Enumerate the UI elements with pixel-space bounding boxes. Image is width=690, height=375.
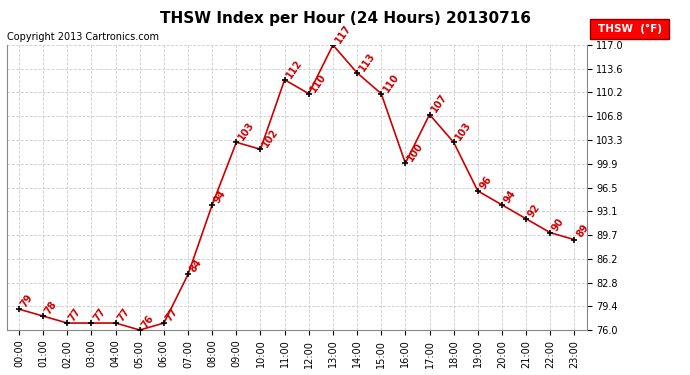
Text: 102: 102 xyxy=(261,127,280,149)
Text: 107: 107 xyxy=(429,92,449,114)
Text: 79: 79 xyxy=(19,292,35,309)
Text: 117: 117 xyxy=(333,22,353,45)
Text: 90: 90 xyxy=(551,216,566,232)
Text: 100: 100 xyxy=(406,141,425,163)
Text: 77: 77 xyxy=(164,306,180,323)
Text: 112: 112 xyxy=(284,57,304,80)
Text: 94: 94 xyxy=(213,188,228,205)
Text: 94: 94 xyxy=(502,188,518,205)
Text: Copyright 2013 Cartronics.com: Copyright 2013 Cartronics.com xyxy=(7,32,159,42)
Text: 110: 110 xyxy=(308,71,328,94)
Text: 78: 78 xyxy=(43,299,59,316)
Text: 84: 84 xyxy=(188,258,204,274)
Text: 76: 76 xyxy=(139,313,156,330)
Text: 77: 77 xyxy=(68,306,83,323)
Text: THSW Index per Hour (24 Hours) 20130716: THSW Index per Hour (24 Hours) 20130716 xyxy=(159,11,531,26)
Text: 110: 110 xyxy=(381,71,401,94)
Text: 77: 77 xyxy=(115,306,132,323)
Text: 103: 103 xyxy=(454,120,473,142)
Text: 103: 103 xyxy=(236,120,256,142)
Text: 96: 96 xyxy=(477,174,494,191)
Text: 77: 77 xyxy=(91,306,108,323)
Text: 89: 89 xyxy=(574,223,591,240)
Text: 92: 92 xyxy=(526,202,542,219)
Text: 113: 113 xyxy=(357,51,377,73)
Text: THSW  (°F): THSW (°F) xyxy=(598,24,662,34)
